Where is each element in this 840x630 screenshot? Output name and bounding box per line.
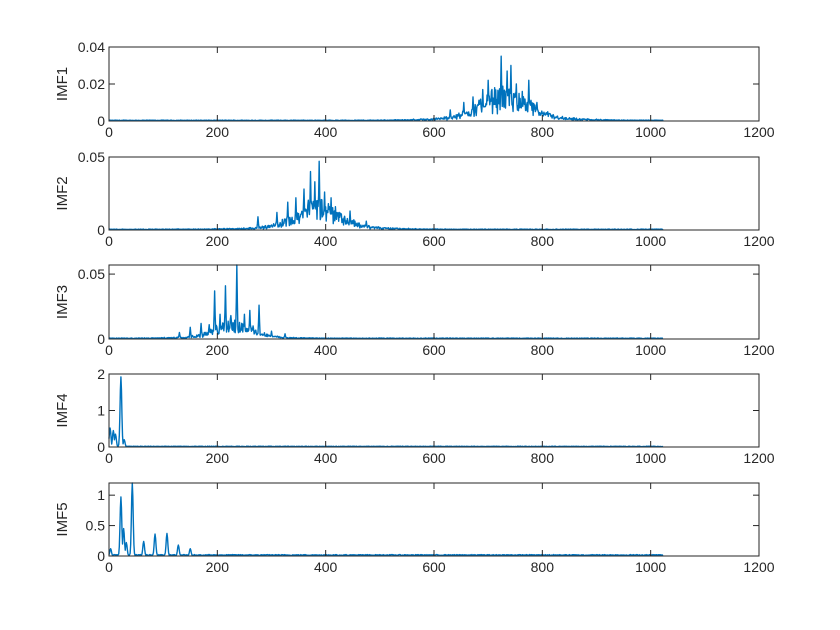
data-line [108, 55, 664, 122]
x-tick-label: 800 [531, 124, 555, 140]
y-tick-label: 0 [97, 331, 105, 347]
data-line [108, 482, 664, 557]
y-tick-label: 0 [97, 439, 105, 455]
x-tick-label: 0 [105, 342, 113, 358]
x-tick-label: 400 [314, 559, 338, 575]
axes-box [108, 373, 760, 448]
x-tick-label: 1200 [743, 124, 774, 140]
x-tick-label: 200 [206, 559, 230, 575]
y-tick-label: 0.05 [78, 266, 105, 282]
y-axis-label: IMF3 [54, 285, 71, 319]
axes-box [108, 46, 760, 122]
x-tick-label: 1200 [743, 450, 774, 466]
x-tick-label: 600 [422, 342, 446, 358]
x-tick-label: 800 [531, 342, 555, 358]
y-tick-label: 1 [97, 403, 105, 419]
axes-box [108, 482, 760, 557]
x-tick-label: 200 [206, 233, 230, 249]
y-tick-label: 0.04 [78, 39, 105, 55]
x-tick-label: 1200 [743, 233, 774, 249]
x-tick-label: 200 [206, 342, 230, 358]
x-tick-label: 800 [531, 233, 555, 249]
x-tick-label: 400 [314, 124, 338, 140]
x-tick-label: 1200 [743, 342, 774, 358]
x-tick-label: 400 [314, 342, 338, 358]
subplot-imf2: 0 200 400 600 800 1000 1200 0 0.05 IMF2 [54, 149, 775, 249]
x-tick-label: 400 [314, 233, 338, 249]
subplot-imf4: 0 200 400 600 800 1000 1200 0 1 2 IMF4 [54, 366, 775, 466]
y-axis-label: IMF5 [54, 502, 71, 536]
x-tick-label: 800 [531, 559, 555, 575]
subplot-imf3: 0 200 400 600 800 1000 1200 0 0.05 IMF3 [54, 264, 775, 358]
x-tick-label: 0 [105, 124, 113, 140]
x-tick-label: 1000 [635, 233, 666, 249]
y-tick-label: 1 [97, 487, 105, 503]
x-tick-label: 600 [422, 124, 446, 140]
y-tick-label: 0.02 [78, 76, 105, 92]
y-axis-label: IMF1 [54, 67, 71, 101]
y-tick-label: 0 [97, 222, 105, 238]
x-tick-label: 1000 [635, 342, 666, 358]
axes-box [108, 156, 760, 231]
x-tick-label: 0 [105, 450, 113, 466]
x-tick-label: 1000 [635, 559, 666, 575]
subplot-imf1: 0 200 400 600 800 1000 1200 0 0.02 0.04 IMF1 [54, 39, 775, 140]
x-tick-label: 600 [422, 233, 446, 249]
x-tick-label: 800 [531, 450, 555, 466]
x-tick-label: 0 [105, 233, 113, 249]
x-tick-label: 1200 [743, 559, 774, 575]
x-tick-label: 1000 [635, 124, 666, 140]
y-axis-label: IMF2 [54, 176, 71, 210]
x-tick-label: 600 [422, 559, 446, 575]
data-line [108, 160, 664, 231]
y-tick-label: 0 [97, 113, 105, 129]
x-tick-label: 200 [206, 450, 230, 466]
x-tick-label: 0 [105, 559, 113, 575]
x-tick-label: 1000 [635, 450, 666, 466]
subplot-imf5: 0 200 400 600 800 1000 1200 0 0.5 1 IMF5 [54, 482, 775, 575]
x-tick-label: 200 [206, 124, 230, 140]
axes-box [108, 264, 760, 340]
y-tick-label: 0.05 [78, 149, 105, 165]
y-tick-label: 2 [97, 366, 105, 382]
y-tick-label: 0 [97, 548, 105, 564]
y-tick-label: 0.5 [86, 518, 106, 534]
x-tick-label: 400 [314, 450, 338, 466]
y-axis-label: IMF4 [54, 393, 71, 427]
x-tick-label: 600 [422, 450, 446, 466]
